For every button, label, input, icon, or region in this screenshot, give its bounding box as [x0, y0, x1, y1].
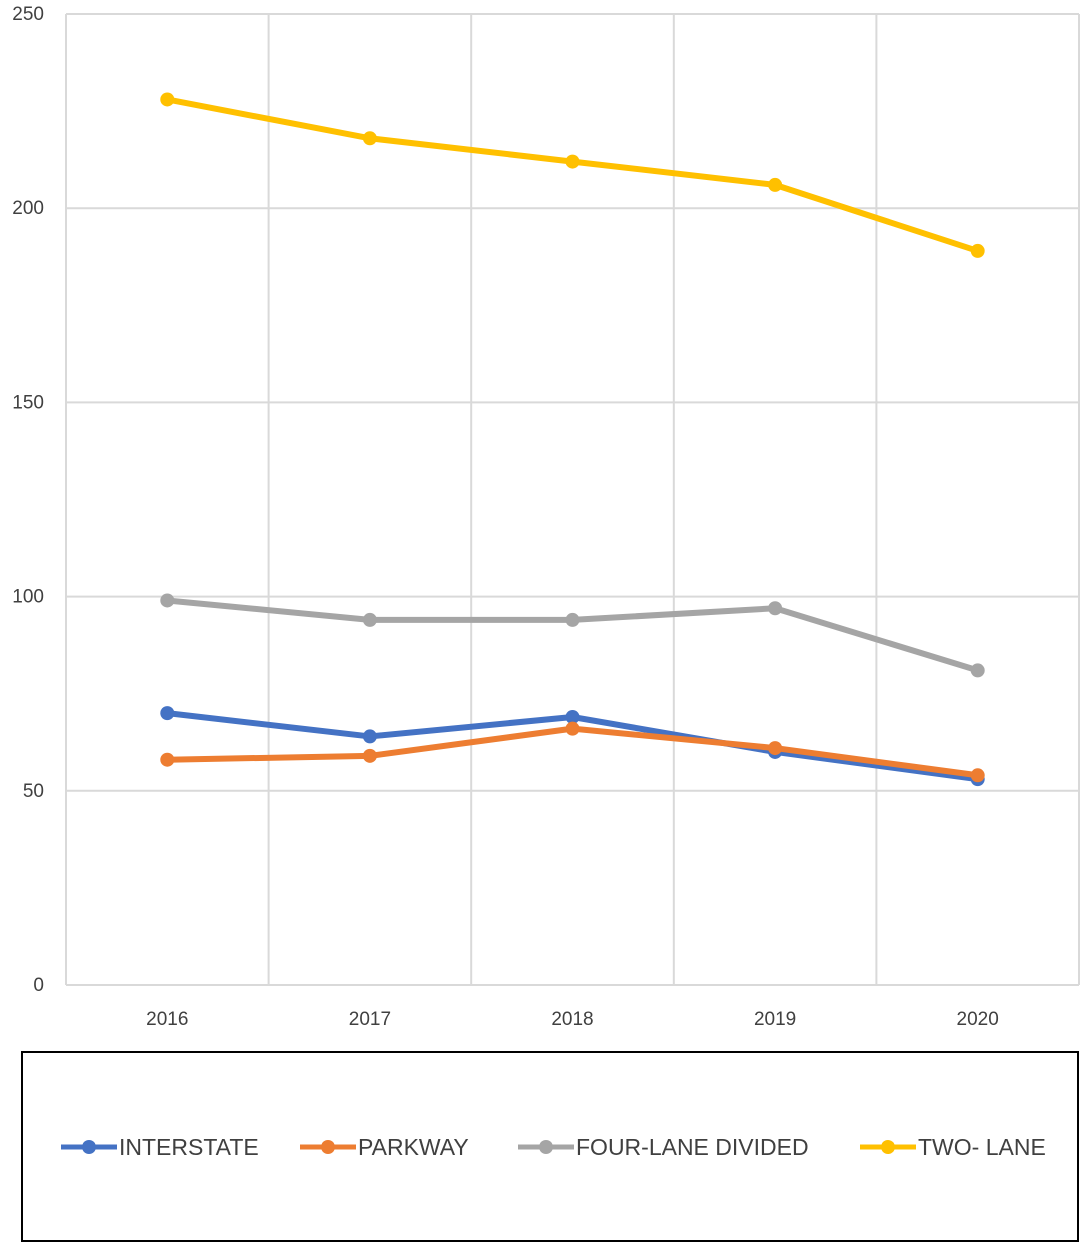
series-four-lane-divided: [160, 593, 985, 678]
data-point-four-lane-divided: [768, 601, 783, 616]
series-two-lane: [160, 92, 985, 258]
y-tick-label: 100: [12, 587, 44, 608]
y-tick-label: 150: [12, 392, 44, 413]
x-tick-label: 2016: [146, 1009, 188, 1030]
legend-label: TWO- LANE: [918, 1133, 1046, 1160]
data-point-interstate: [160, 706, 175, 721]
y-tick-label: 50: [23, 781, 44, 802]
legend-swatch-parkway: [300, 1140, 356, 1154]
legend-label: INTERSTATE: [119, 1133, 259, 1160]
y-tick-label: 0: [33, 975, 44, 996]
data-point-four-lane-divided: [970, 663, 985, 678]
data-point-interstate: [362, 729, 377, 744]
series-layer: [160, 92, 985, 787]
data-point-four-lane-divided: [362, 612, 377, 627]
data-point-parkway: [768, 741, 783, 756]
series-parkway: [160, 721, 985, 783]
legend-item-interstate: INTERSTATE: [59, 1133, 259, 1161]
legend-item-two-lane: TWO- LANE: [858, 1133, 1046, 1161]
x-tick-label: 2018: [551, 1009, 593, 1030]
data-point-two-lane: [565, 154, 580, 169]
legend-swatch-two-lane: [860, 1140, 916, 1154]
x-tick-label: 2019: [754, 1009, 796, 1030]
legend: INTERSTATE PARKWAY FOUR-LANE DIVIDED TWO…: [21, 1051, 1079, 1242]
data-point-parkway: [970, 768, 985, 783]
y-tick-label: 250: [12, 4, 44, 25]
line-chart: 0 50 100 150 200 250 2016 2017 2018 2019 2020: [12, 4, 1080, 1030]
legend-item-four-lane-divided: FOUR-LANE DIVIDED: [516, 1133, 809, 1161]
legend-label: PARKWAY: [358, 1133, 469, 1160]
data-point-two-lane: [768, 177, 783, 192]
data-point-parkway: [160, 752, 175, 767]
y-tick-label: 200: [12, 198, 44, 219]
axes: 0 50 100 150 200 250 2016 2017 2018 2019 2020: [12, 4, 1079, 1030]
gridlines: [65, 13, 1080, 985]
data-point-four-lane-divided: [565, 612, 580, 627]
data-point-two-lane: [362, 131, 377, 146]
x-tick-label: 2017: [349, 1009, 391, 1030]
legend-label: FOUR-LANE DIVIDED: [576, 1133, 809, 1160]
series-line-two-lane: [164, 96, 981, 254]
data-point-four-lane-divided: [160, 593, 175, 608]
data-point-parkway: [362, 748, 377, 763]
series-line-four-lane-divided: [164, 597, 981, 674]
data-point-interstate: [565, 710, 580, 725]
legend-swatch-four-lane-divided: [518, 1140, 574, 1154]
data-point-parkway: [565, 721, 580, 736]
series-interstate: [160, 706, 985, 787]
data-point-two-lane: [970, 243, 985, 258]
x-tick-label: 2020: [957, 1009, 999, 1030]
data-point-two-lane: [160, 92, 175, 107]
legend-swatch-interstate: [61, 1140, 117, 1154]
legend-item-parkway: PARKWAY: [298, 1133, 469, 1161]
